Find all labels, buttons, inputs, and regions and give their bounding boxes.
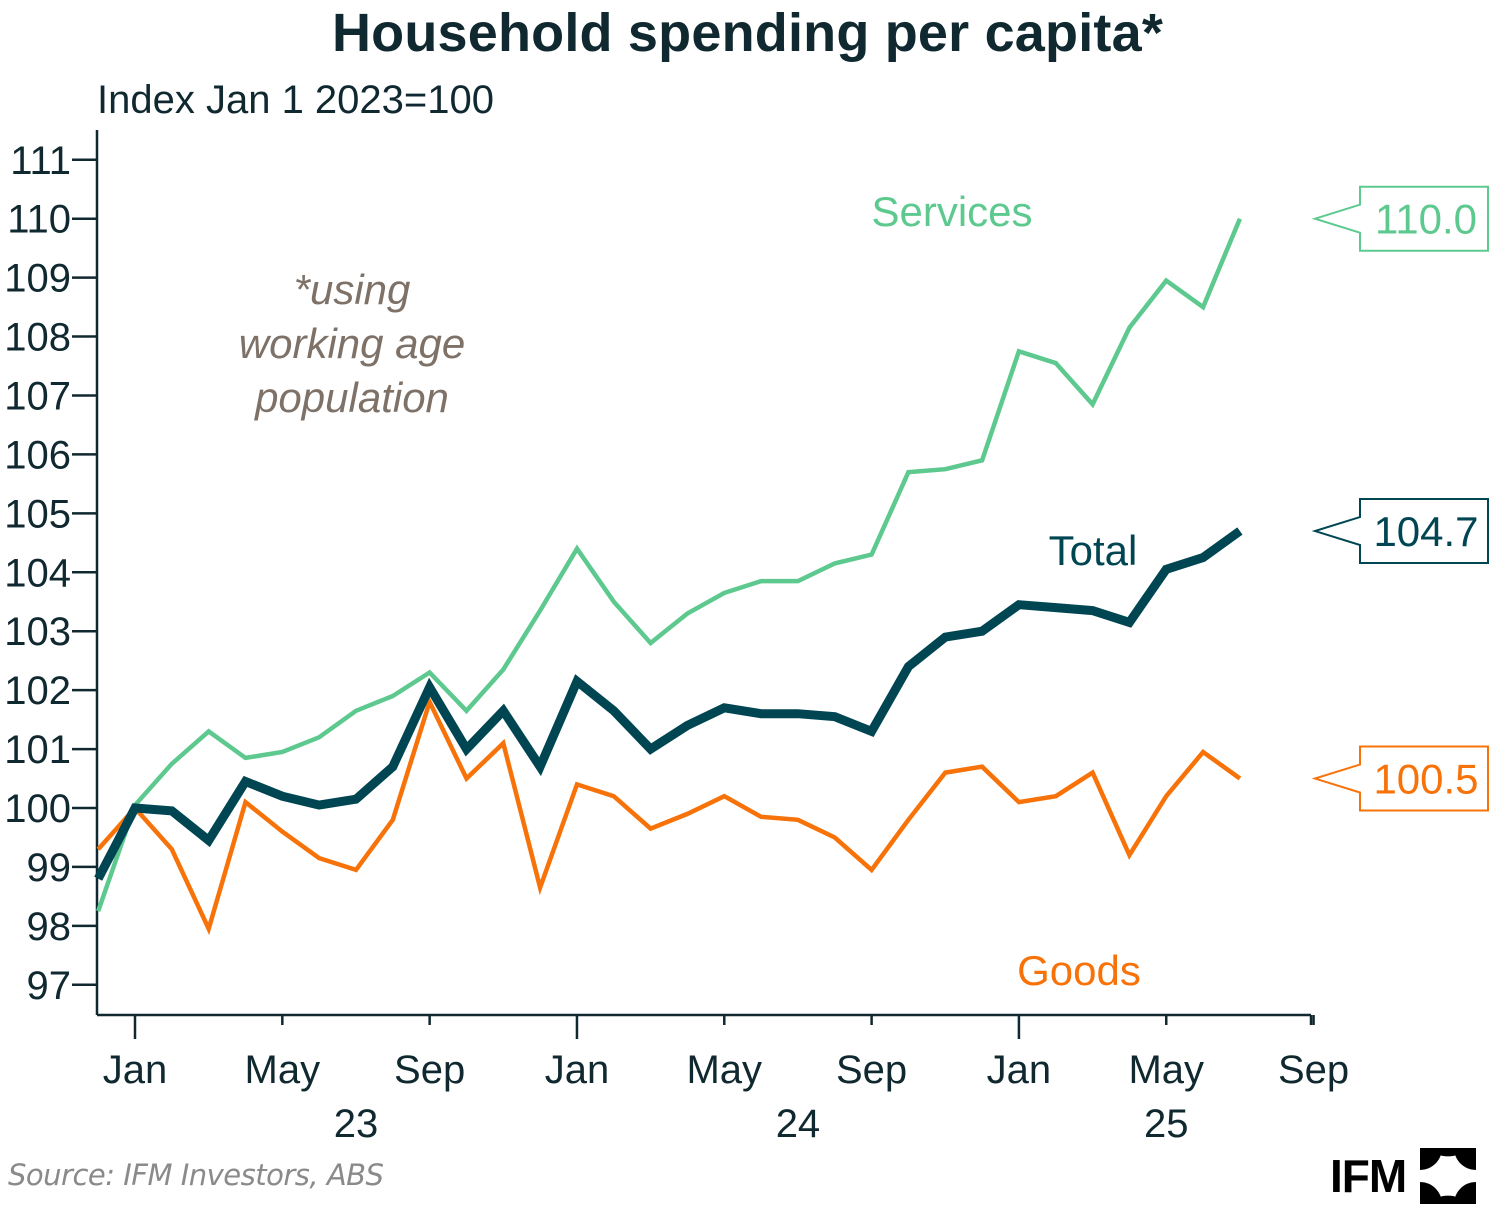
end-label-box-services — [1311, 185, 1489, 252]
y-tick-label: 101 — [4, 728, 71, 772]
series-line-goods — [96, 695, 1242, 936]
x-tick-label: Sep — [394, 1048, 465, 1092]
y-tick-label: 98 — [27, 905, 72, 949]
y-tick-label: 103 — [4, 610, 71, 654]
series-label-services: Services — [871, 188, 1032, 235]
x-tick-label: May — [686, 1048, 762, 1092]
end-label-value-total: 104.7 — [1373, 508, 1478, 555]
chart-title: Household spending per capita* — [331, 3, 1164, 63]
note-line: *using — [294, 266, 411, 313]
x-year-label: 25 — [1144, 1102, 1189, 1146]
note-line: working age — [239, 320, 465, 367]
x-tick-label: May — [245, 1048, 321, 1092]
series-lines — [94, 217, 1243, 936]
note-line: population — [253, 374, 449, 421]
ifm-logo-icon — [1420, 1148, 1477, 1204]
y-tick-label: 109 — [4, 257, 71, 301]
series-label-goods: Goods — [1017, 947, 1141, 994]
series-label-total: Total — [1049, 527, 1138, 574]
annotations: *using working age population — [239, 266, 465, 421]
end-label-box-goods — [1311, 745, 1489, 812]
x-axis-ticks: Jan May Sep Jan May Sep Jan May Sep 23 24 25 — [103, 1015, 1349, 1146]
x-tick-label: May — [1128, 1048, 1204, 1092]
source-note: Source: IFM Investors, ABS — [8, 1158, 384, 1192]
y-tick-label: 97 — [27, 964, 72, 1008]
x-tick-label: Jan — [987, 1048, 1052, 1092]
x-year-label: 24 — [776, 1102, 821, 1146]
y-tick-label: 104 — [4, 551, 71, 595]
series-line-services — [96, 217, 1242, 912]
y-tick-label: 107 — [4, 374, 71, 418]
ifm-logo: IFM — [1330, 1148, 1477, 1204]
y-tick-label: 99 — [27, 846, 72, 890]
y-tick-label: 102 — [4, 669, 71, 713]
x-tick-label: Jan — [103, 1048, 168, 1092]
x-tick-label: Jan — [545, 1048, 610, 1092]
series-line-total — [94, 527, 1243, 881]
y-tick-label: 110 — [7, 198, 71, 242]
end-label-value-goods: 100.5 — [1373, 756, 1478, 803]
y-tick-label: 111 — [10, 139, 71, 183]
x-tick-label: Sep — [836, 1048, 907, 1092]
y-tick-label: 105 — [4, 492, 71, 536]
y-tick-label: 100 — [4, 787, 71, 831]
chart-subtitle: Index Jan 1 2023=100 — [97, 78, 495, 122]
y-tick-label: 108 — [4, 316, 71, 360]
end-label-value-services: 110.0 — [1375, 196, 1477, 243]
y-axis-ticks: 97 98 99 100 101 102 103 104 105 106 107 108 109 110 1… — [4, 139, 97, 1008]
end-label-box-total — [1311, 498, 1489, 565]
end-value-labels: 110.0 104.7 100.5 — [1311, 185, 1489, 812]
logo-text: IFM — [1330, 1150, 1407, 1202]
series-labels: Services Total Goods — [871, 188, 1140, 994]
y-tick-label: 106 — [4, 433, 71, 477]
x-tick-label: Sep — [1278, 1048, 1349, 1092]
x-year-label: 23 — [334, 1102, 379, 1146]
